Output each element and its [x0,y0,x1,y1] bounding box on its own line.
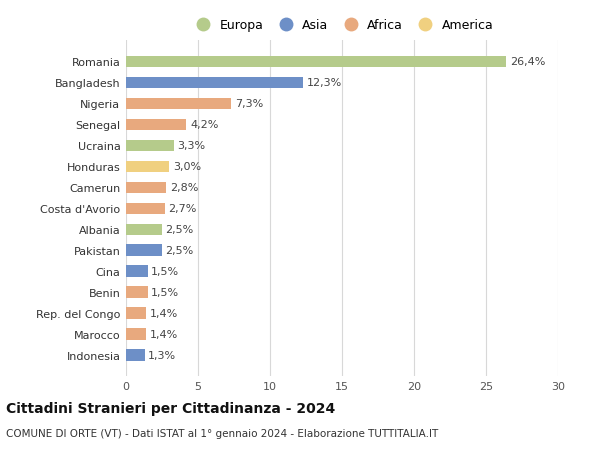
Bar [126,161,169,173]
Text: 2,5%: 2,5% [166,246,194,256]
Text: COMUNE DI ORTE (VT) - Dati ISTAT al 1° gennaio 2024 - Elaborazione TUTTITALIA.IT: COMUNE DI ORTE (VT) - Dati ISTAT al 1° g… [6,428,438,438]
Text: 1,4%: 1,4% [150,308,178,319]
Legend: Europa, Asia, Africa, America: Europa, Asia, Africa, America [185,14,499,37]
Bar [126,203,165,215]
Bar [126,329,146,340]
Text: 3,0%: 3,0% [173,162,201,172]
Text: 2,8%: 2,8% [170,183,198,193]
Text: 26,4%: 26,4% [510,57,545,67]
Bar [126,78,303,89]
Bar [126,350,145,361]
Bar [126,119,187,131]
Text: 4,2%: 4,2% [190,120,218,130]
Bar [126,98,231,110]
Bar [126,245,162,257]
Bar [126,287,148,298]
Text: 2,5%: 2,5% [166,225,194,235]
Text: 12,3%: 12,3% [307,78,342,88]
Text: 3,3%: 3,3% [177,141,205,151]
Bar [126,182,166,194]
Text: 2,7%: 2,7% [169,204,197,214]
Bar [126,224,162,235]
Text: 1,5%: 1,5% [151,267,179,277]
Bar [126,266,148,277]
Text: 7,3%: 7,3% [235,99,263,109]
Text: 1,3%: 1,3% [148,350,176,360]
Bar [126,308,146,319]
Bar [126,140,173,152]
Text: 1,5%: 1,5% [151,288,179,297]
Bar [126,56,506,68]
Text: 1,4%: 1,4% [150,330,178,340]
Text: Cittadini Stranieri per Cittadinanza - 2024: Cittadini Stranieri per Cittadinanza - 2… [6,402,335,415]
